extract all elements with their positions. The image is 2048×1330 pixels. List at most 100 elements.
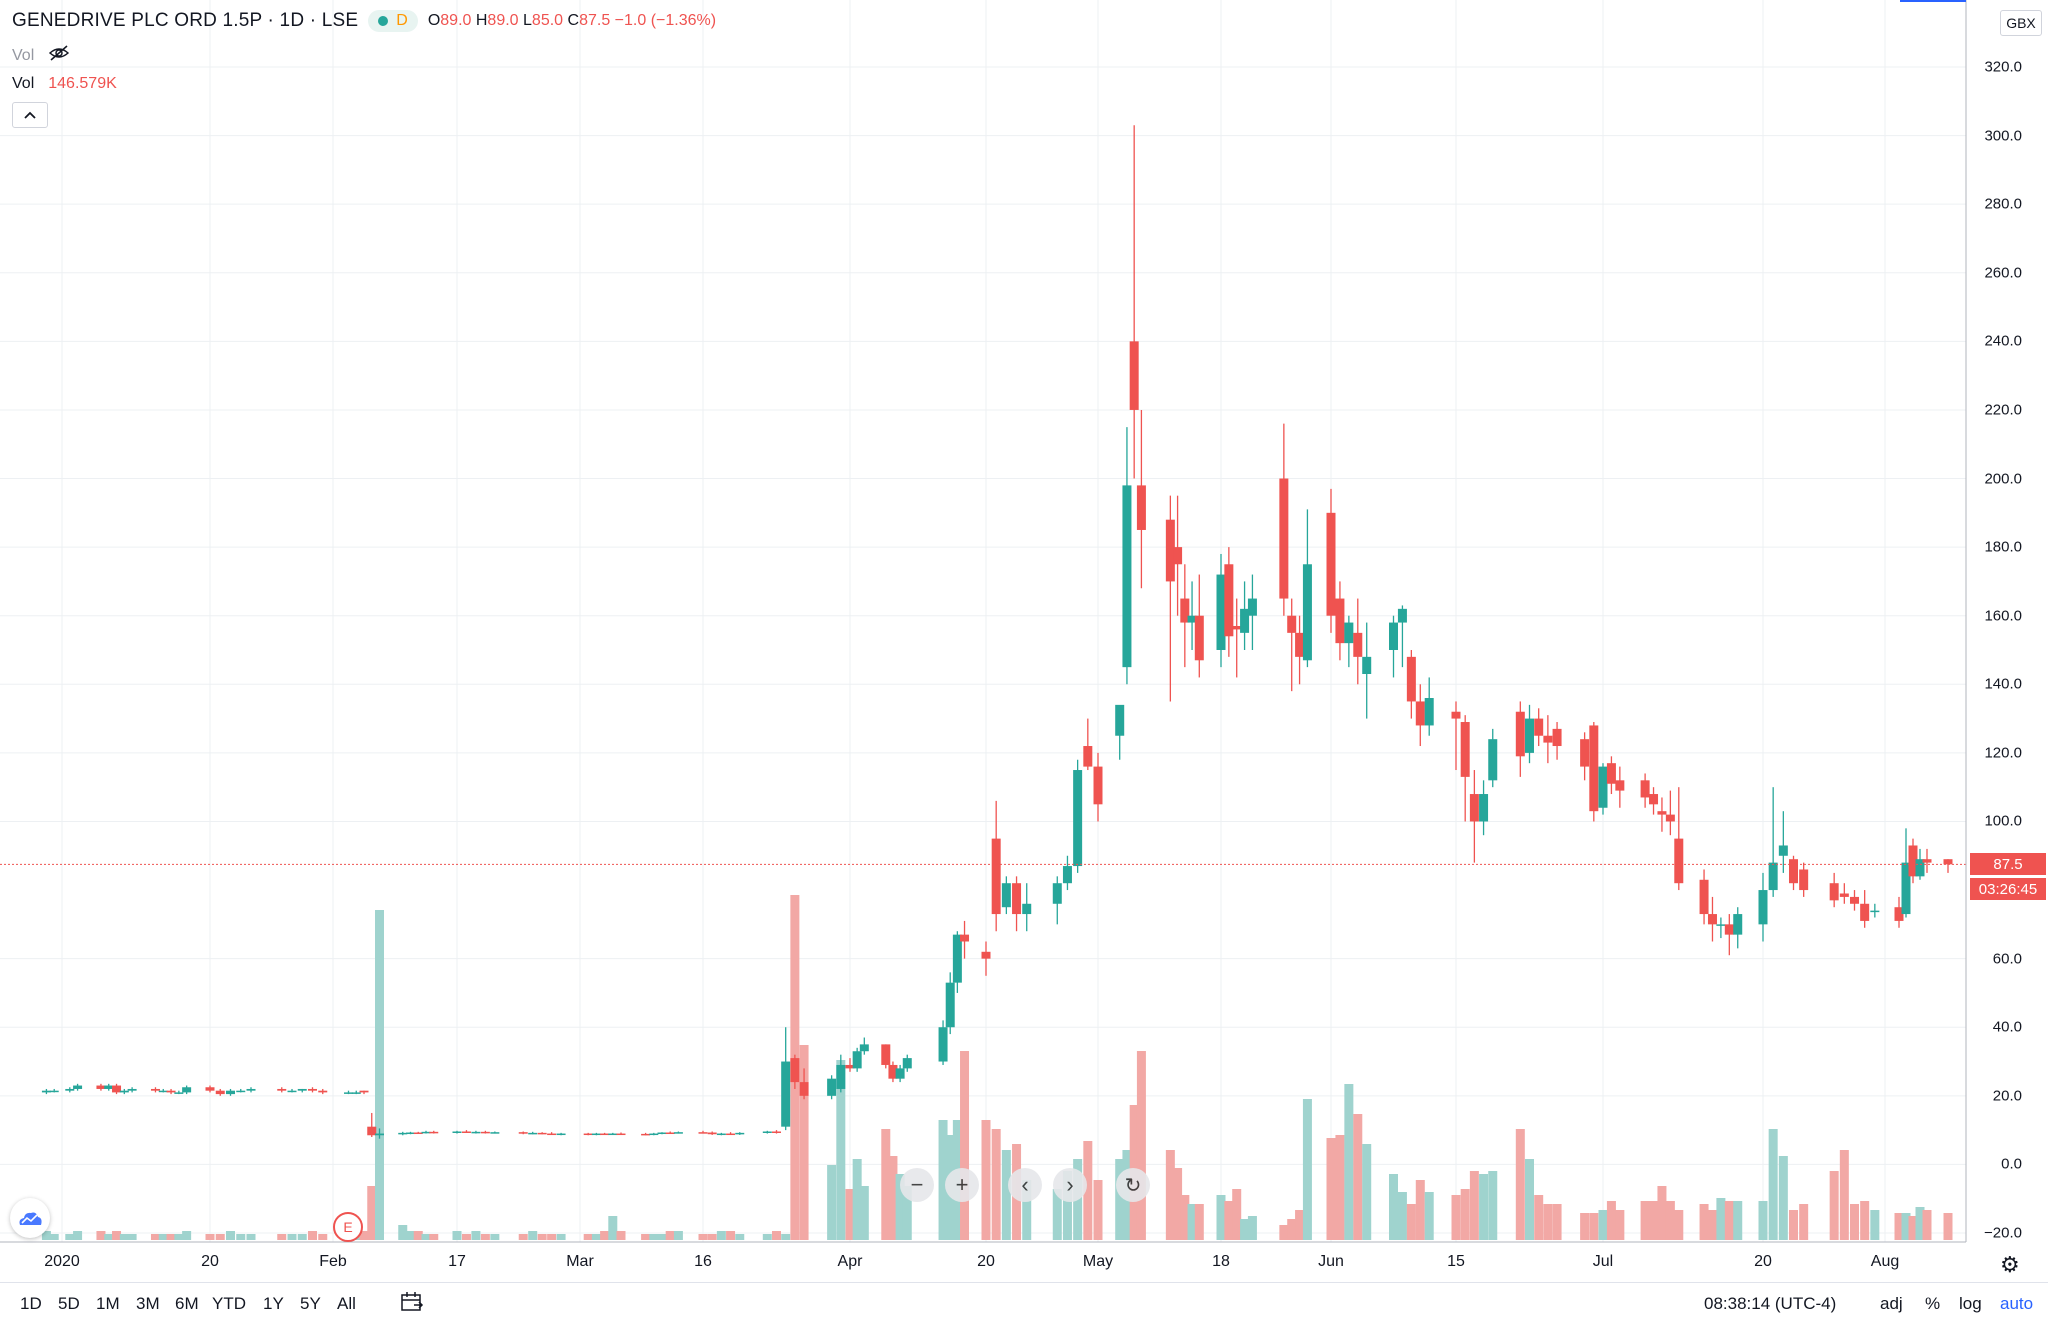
volume-bar <box>1353 1114 1363 1240</box>
volume-bar <box>367 1186 377 1240</box>
candle-body <box>881 1044 891 1065</box>
candle-body <box>226 1090 235 1095</box>
volume-bar <box>859 1186 869 1240</box>
candle-body <box>1187 615 1197 623</box>
volume-bar <box>1943 1213 1953 1240</box>
volume-bar <box>772 1231 781 1240</box>
volume-bar <box>657 1234 667 1240</box>
y-tick-label: 240.0 <box>1984 332 2022 350</box>
auto-toggle[interactable]: auto <box>2000 1294 2034 1313</box>
volume-bar <box>762 1234 772 1240</box>
candle-body <box>1353 632 1363 657</box>
volume-bar <box>1194 1204 1204 1240</box>
candle-body <box>1115 704 1125 736</box>
volume-bar <box>413 1231 423 1240</box>
candle-body <box>1001 883 1011 908</box>
volume-bar <box>707 1234 717 1240</box>
x-tick-label: Apr <box>837 1253 863 1270</box>
volume-bar <box>1479 1174 1489 1240</box>
currency-button[interactable]: GBX <box>2000 10 2042 36</box>
candle-body <box>1122 485 1132 668</box>
tradingview-logo-button[interactable] <box>10 1198 50 1238</box>
clock-display[interactable]: 08:38:14 (UTC-4) <box>1704 1294 1837 1313</box>
candle-body <box>991 838 1001 915</box>
timeframe-button-1m[interactable]: 1M <box>96 1294 120 1313</box>
zoom-out-button[interactable]: − <box>900 1168 934 1202</box>
candle-body <box>1488 739 1498 781</box>
collapse-legend-button[interactable] <box>12 102 48 128</box>
candle-body <box>480 1131 490 1134</box>
volume-bar <box>1894 1213 1904 1240</box>
timeframe-button-1y[interactable]: 1Y <box>263 1294 284 1313</box>
candle-body <box>852 1051 862 1069</box>
volume-bar <box>1716 1198 1726 1240</box>
volume-bar <box>1901 1213 1911 1240</box>
volume-bar <box>1649 1201 1659 1240</box>
timeframe-button-3m[interactable]: 3M <box>136 1294 160 1313</box>
timeframe-button-6m[interactable]: 6M <box>175 1294 199 1313</box>
symbol-title[interactable]: GENEDRIVE PLC ORD 1.5P · 1D · LSE <box>12 10 359 31</box>
candle-body <box>1022 903 1032 915</box>
reset-chart-button[interactable]: ↻ <box>1116 1168 1150 1202</box>
chart-settings-button[interactable]: ⚙ <box>2000 1252 2020 1278</box>
status-pill: D <box>368 10 418 32</box>
x-tick-label: 18 <box>1212 1253 1230 1270</box>
volume-bar <box>375 910 384 1240</box>
volume-bar <box>480 1234 490 1240</box>
timeframe-button-all[interactable]: All <box>337 1294 356 1313</box>
percent-toggle[interactable]: % <box>1925 1294 1941 1313</box>
candle-body <box>827 1078 837 1096</box>
candle-body <box>1194 615 1204 661</box>
date-range-button[interactable] <box>400 1291 424 1318</box>
timeframe-button-ytd[interactable]: YTD <box>212 1294 246 1313</box>
volume-bar <box>112 1231 122 1240</box>
eye-hidden-icon[interactable] <box>48 44 70 67</box>
volume-bar <box>96 1231 106 1240</box>
candle-body <box>1552 728 1562 747</box>
candle-body <box>1778 845 1788 856</box>
market-status-icon <box>378 16 389 26</box>
candle-body <box>421 1131 431 1134</box>
x-tick-label: Aug <box>1870 1253 1900 1270</box>
y-tick-label: 20.0 <box>1992 1087 2022 1105</box>
volume-bar <box>591 1234 601 1240</box>
candle-body <box>888 1064 898 1079</box>
candle-body <box>1901 862 1911 915</box>
candle-body <box>205 1087 215 1091</box>
scroll-left-button[interactable]: ‹ <box>1008 1168 1042 1202</box>
candle-body <box>836 1064 846 1089</box>
volume-bar <box>1406 1204 1416 1240</box>
candle-body <box>413 1132 423 1135</box>
y-tick-label: 300.0 <box>1984 127 2022 145</box>
candle-body <box>308 1088 317 1091</box>
earnings-marker[interactable]: E <box>333 1212 363 1242</box>
volume-bar <box>616 1231 626 1240</box>
close-value: 87.5 <box>579 12 611 29</box>
volume-bar <box>1525 1159 1534 1240</box>
volume-bar <box>1180 1195 1190 1240</box>
volume-bar <box>1615 1210 1625 1240</box>
candle-body <box>1287 615 1297 633</box>
volume-bar <box>1279 1225 1289 1240</box>
x-tick-label: Jul <box>1592 1253 1614 1270</box>
zoom-in-button[interactable]: + <box>945 1168 979 1202</box>
volume-bar <box>1224 1201 1234 1240</box>
log-toggle[interactable]: log <box>1959 1294 1982 1313</box>
volume-bar <box>649 1234 659 1240</box>
volume-bar <box>1915 1207 1925 1240</box>
volume-bar <box>881 1129 891 1240</box>
timeframe-button-1d[interactable]: 1D <box>20 1294 42 1313</box>
timeframe-button-5y[interactable]: 5Y <box>300 1294 321 1313</box>
y-tick-label: 200.0 <box>1984 470 2022 488</box>
candle-body <box>556 1133 566 1136</box>
candle-body <box>174 1092 184 1094</box>
volume-bar <box>799 1045 809 1240</box>
timeframe-button-5d[interactable]: 5D <box>58 1294 80 1313</box>
adj-toggle[interactable]: adj <box>1880 1294 1903 1313</box>
candle-body <box>406 1132 415 1135</box>
scroll-right-button[interactable]: › <box>1053 1168 1087 1202</box>
candle-body <box>735 1132 745 1135</box>
x-tick-label: 17 <box>448 1253 466 1270</box>
candle-body <box>1302 564 1312 661</box>
